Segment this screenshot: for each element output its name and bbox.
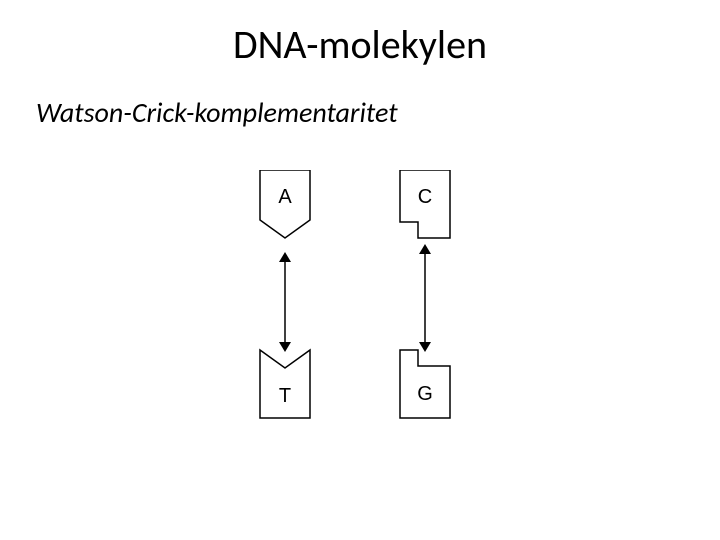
- arrow-cg: [419, 244, 431, 352]
- diagram-svg: A T C G: [200, 170, 520, 470]
- base-g-label: G: [417, 383, 433, 405]
- base-t-shape: T: [260, 350, 310, 418]
- base-a-shape: A: [260, 170, 310, 238]
- slide: DNA-molekylen Watson-Crick-komplementari…: [0, 0, 720, 540]
- base-g-shape: G: [400, 350, 450, 418]
- complementarity-diagram: A T C G: [200, 170, 520, 470]
- page-title: DNA-molekylen: [0, 20, 720, 69]
- base-t-label: T: [279, 385, 291, 407]
- base-a-label: A: [278, 186, 292, 208]
- arrow-at: [279, 252, 291, 352]
- base-c-label: C: [418, 186, 432, 208]
- subtitle: Watson-Crick-komplementaritet: [36, 95, 398, 130]
- base-c-shape: C: [400, 170, 450, 238]
